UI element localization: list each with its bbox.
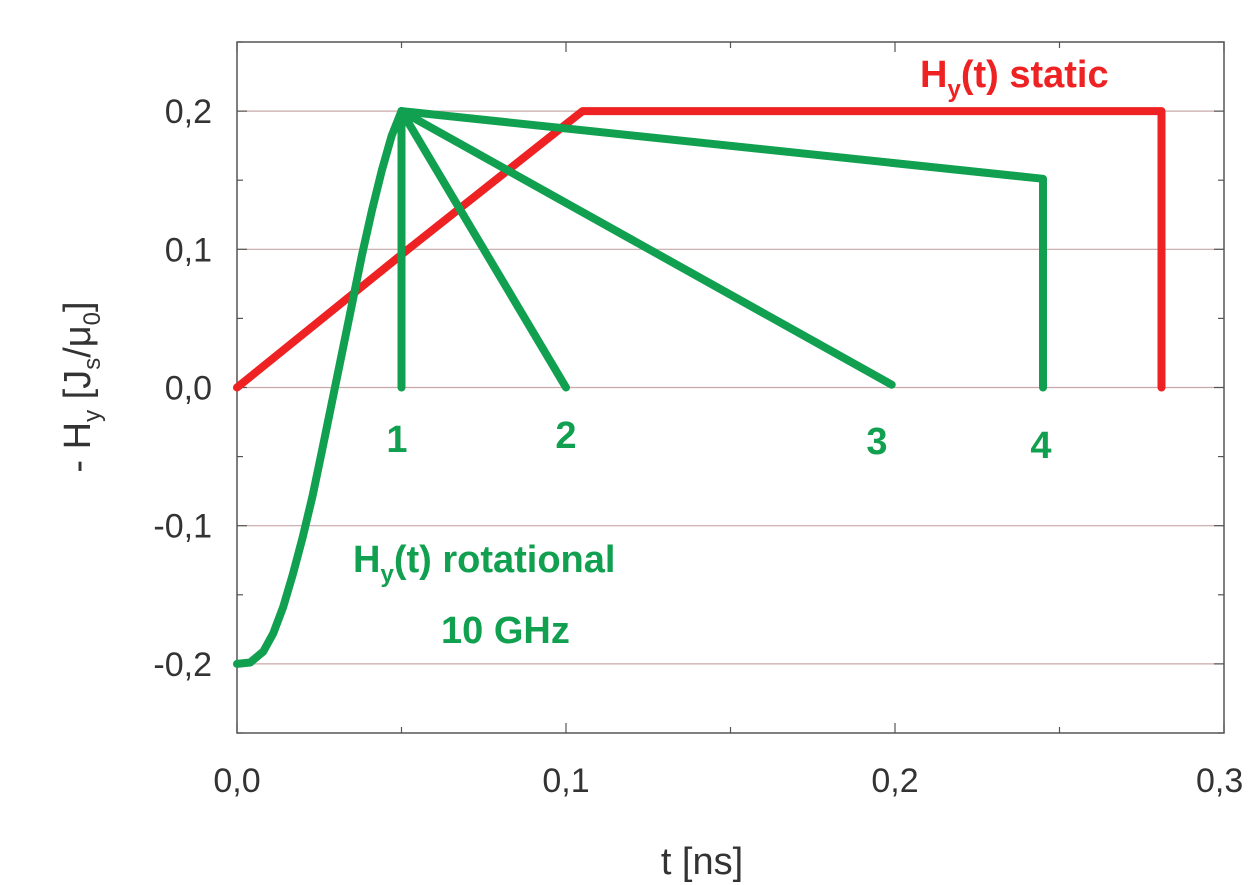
rotational-field-annotation: Hy(t) rotational	[353, 539, 615, 588]
path-label-3: 3	[866, 421, 887, 463]
x-tick-label: 0,3	[1196, 762, 1243, 800]
y-axis-label: - Hy [Js/μ0]	[57, 301, 106, 472]
y-tick-label: -0,2	[153, 646, 212, 684]
series-line-rot-path-2	[397, 107, 570, 392]
y-tick-labels: -0,2 -0,1 0,0 0,1 0,2	[153, 93, 212, 684]
axis-ticks	[236, 41, 1225, 734]
static-field-annotation: Hy(t) static	[920, 54, 1109, 103]
x-tick-label: 0,2	[871, 762, 918, 800]
series-line-rot-rise	[233, 107, 406, 668]
y-tick-label: -0,1	[153, 508, 212, 546]
x-tick-label: 0,1	[542, 762, 589, 800]
path-label-1: 1	[386, 419, 407, 461]
series-line-rot-path-4	[397, 107, 1047, 392]
path-label-4: 4	[1030, 425, 1051, 467]
x-axis-label: t [ns]	[661, 841, 743, 883]
y-tick-label: 0,1	[165, 231, 212, 269]
y-tick-label: 0,0	[165, 370, 212, 408]
path-label-2: 2	[555, 415, 576, 457]
x-tick-label: 0,0	[213, 762, 260, 800]
series-line-rot-path-3	[397, 107, 896, 389]
y-tick-label: 0,2	[165, 93, 212, 131]
series-lines	[233, 107, 1166, 668]
x-tick-labels: 0,0 0,1 0,2 0,3	[213, 762, 1243, 800]
rotational-frequency-annotation: 10 GHz	[441, 610, 570, 652]
